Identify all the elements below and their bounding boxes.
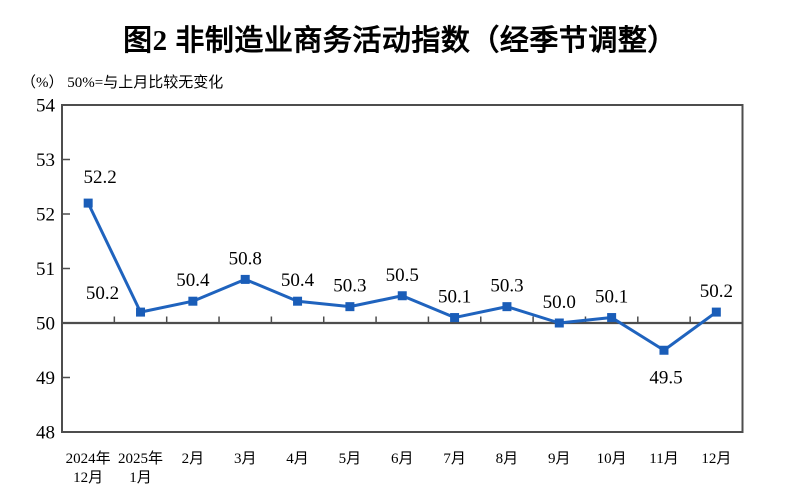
x-axis-label: 3月 bbox=[234, 451, 257, 467]
data-label: 50.3 bbox=[333, 276, 366, 297]
data-label: 50.2 bbox=[86, 283, 119, 304]
x-axis-label: 12月 bbox=[701, 451, 731, 467]
y-axis-tick-label: 49 bbox=[36, 368, 55, 389]
x-axis-label: 8月 bbox=[496, 451, 519, 467]
data-point-marker bbox=[83, 198, 93, 208]
y-axis-tick-label: 52 bbox=[36, 205, 55, 226]
data-label: 50.4 bbox=[176, 270, 210, 291]
y-axis-tick-label: 54 bbox=[36, 96, 56, 117]
plot-border bbox=[61, 104, 744, 433]
x-axis-label: 9月 bbox=[548, 451, 571, 467]
data-point-marker bbox=[345, 302, 355, 312]
x-axis-label: 10月 bbox=[597, 451, 627, 467]
data-point-marker bbox=[659, 345, 669, 355]
data-point-marker bbox=[607, 313, 617, 323]
data-point-marker bbox=[293, 296, 303, 306]
x-axis-label: 4月 bbox=[286, 451, 309, 467]
x-axis-label: 6月 bbox=[391, 451, 414, 467]
data-label: 52.2 bbox=[84, 167, 117, 188]
y-axis-tick-label: 50 bbox=[36, 314, 55, 335]
data-label: 49.5 bbox=[649, 367, 682, 388]
chart-subtitle: （%） 50%=与上月比较无变化 bbox=[21, 75, 224, 91]
data-point-marker bbox=[397, 291, 407, 301]
data-label: 50.0 bbox=[543, 292, 576, 313]
x-axis-label: 2025年 bbox=[118, 450, 163, 467]
data-label: 50.2 bbox=[700, 281, 733, 302]
data-label: 50.4 bbox=[281, 270, 315, 291]
y-axis-tick-label: 53 bbox=[36, 150, 55, 171]
x-axis-label: 1月 bbox=[129, 470, 152, 486]
data-point-marker bbox=[240, 274, 250, 284]
x-axis-label: 7月 bbox=[443, 451, 466, 467]
data-point-marker bbox=[554, 318, 564, 328]
x-axis-label: 5月 bbox=[339, 451, 362, 467]
data-point-marker bbox=[502, 302, 512, 312]
chart-title: 图2 非制造业商务活动指数（经季节调整） bbox=[123, 25, 677, 57]
data-point-marker bbox=[711, 307, 721, 317]
data-label: 50.5 bbox=[386, 265, 419, 286]
y-axis-tick-label: 51 bbox=[36, 259, 55, 280]
x-axis-label: 11月 bbox=[649, 451, 678, 467]
data-label: 50.3 bbox=[490, 276, 523, 297]
data-label: 50.1 bbox=[595, 287, 628, 308]
x-axis-label: 12月 bbox=[73, 470, 103, 486]
data-point-marker bbox=[136, 307, 146, 317]
x-axis-label: 2月 bbox=[182, 451, 205, 467]
data-label: 50.8 bbox=[229, 248, 262, 269]
data-point-marker bbox=[450, 313, 460, 323]
data-label: 50.1 bbox=[438, 287, 471, 308]
data-point-marker bbox=[188, 296, 198, 306]
x-axis-label: 2024年 bbox=[66, 450, 111, 467]
y-axis-tick-label: 48 bbox=[36, 423, 55, 444]
